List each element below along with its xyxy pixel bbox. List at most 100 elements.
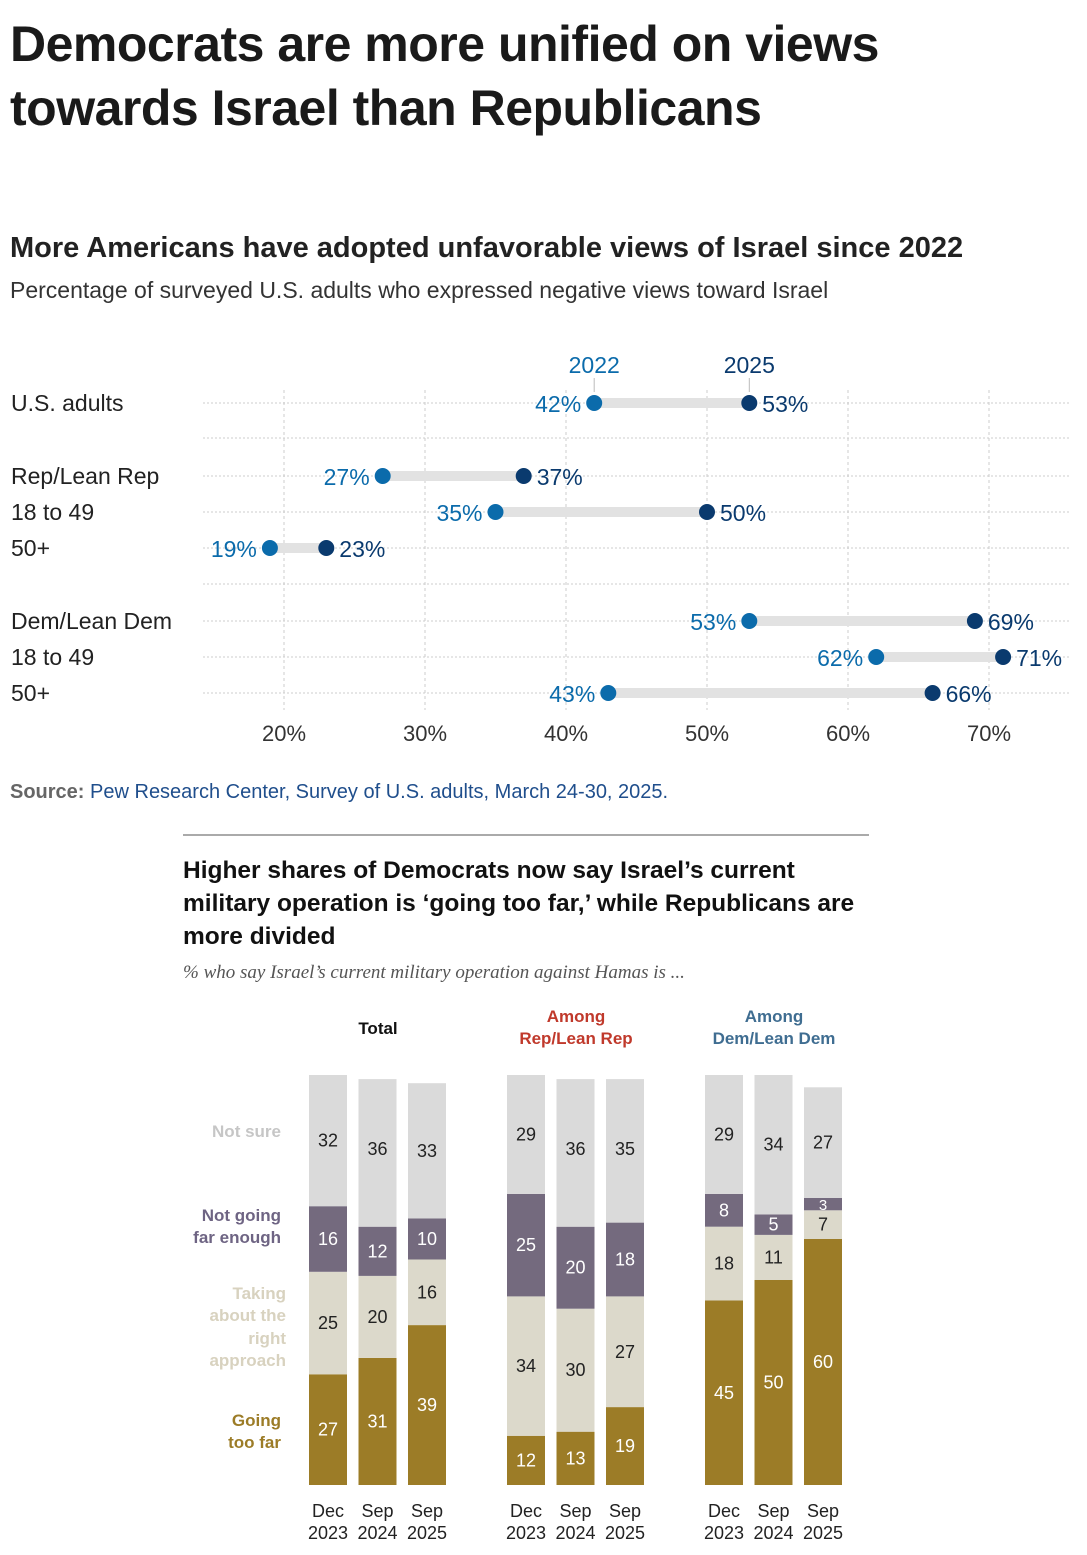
value-2022: 53% [690, 609, 736, 635]
bar-segment [754, 1280, 793, 1485]
dot-range-chart: 20% 30% 40% 50% 60% 70% 2022 2025 U.S. adults 42%… [11, 352, 1070, 746]
segment-label: 27 [615, 1342, 635, 1362]
dot-2022 [741, 613, 758, 629]
category-label: right [248, 1329, 286, 1348]
bar-segment [358, 1357, 397, 1485]
group-title: Total [358, 1019, 397, 1038]
bar-segment [705, 1300, 743, 1485]
category-label: Taking [232, 1284, 286, 1303]
segment-label: 7 [818, 1215, 828, 1235]
row-label: 18 to 49 [11, 499, 94, 525]
segment-label: 34 [516, 1356, 536, 1376]
dot-2025 [966, 613, 983, 629]
group-title: Among [745, 1007, 804, 1026]
value-2022: 19% [211, 536, 257, 562]
dot-2025 [924, 685, 941, 701]
segment-label: 29 [714, 1124, 734, 1144]
x-tick-label: 40% [544, 721, 588, 746]
value-2022: 27% [324, 464, 370, 490]
segment-label: 16 [318, 1229, 338, 1249]
category-label: Going [232, 1411, 281, 1430]
bar-segment [606, 1296, 644, 1408]
bar-segment [754, 1234, 793, 1280]
page-title: Democrats are more unified on views towa… [10, 16, 879, 136]
group-title: Among [547, 1007, 606, 1026]
segment-label: 8 [719, 1200, 729, 1220]
bar-segment [606, 1079, 644, 1223]
bar-date-label: Sep [361, 1501, 393, 1521]
dot-2022 [261, 540, 278, 556]
bar-segment [358, 1275, 397, 1358]
legend-2025: 2025 [724, 352, 775, 378]
dot-2022 [868, 649, 885, 665]
bar-segment [309, 1271, 347, 1375]
row-label: Rep/Lean Rep [11, 463, 159, 489]
bar-segment [606, 1407, 644, 1485]
category-label: about the [210, 1306, 287, 1325]
bar-date-label: 2025 [605, 1523, 645, 1543]
dot-2025 [515, 468, 532, 484]
bar-segment [507, 1296, 545, 1436]
dot-2022 [374, 468, 391, 484]
bar-segment [804, 1210, 842, 1239]
group-title: Dem/Lean Dem [713, 1029, 836, 1048]
bar-segment [754, 1214, 793, 1235]
segment-label: 19 [615, 1436, 635, 1456]
bar-segment [408, 1259, 446, 1326]
x-tick-label: 20% [262, 721, 306, 746]
source-note: Source: Pew Research Center, Survey of U… [10, 781, 668, 804]
bar-date-label: 2024 [357, 1523, 397, 1543]
stacked-bar-chart: Going too far Taking about the right approach… [193, 1007, 843, 1543]
row-label: 18 to 49 [11, 644, 94, 670]
dot-2022 [600, 685, 617, 701]
segment-label: 20 [367, 1307, 387, 1327]
segment-label: 18 [714, 1254, 734, 1274]
segment-label: 34 [763, 1135, 783, 1155]
divider [183, 834, 869, 836]
chart1-subtitle: Percentage of surveyed U.S. adults who e… [10, 277, 829, 303]
bar-date-label: 2025 [803, 1523, 843, 1543]
value-2022: 62% [817, 645, 863, 671]
dot-2025 [699, 504, 715, 520]
x-tick-label: 50% [685, 721, 729, 746]
bar-segment [358, 1226, 397, 1276]
bar-date-label: Sep [807, 1501, 839, 1521]
bar-segment [705, 1226, 743, 1301]
segment-label: 25 [318, 1313, 338, 1333]
segment-label: 27 [318, 1420, 338, 1440]
chart1-title: More Americans have adopted unfavorable … [10, 232, 964, 264]
segment-label: 39 [417, 1395, 437, 1415]
segment-label: 36 [367, 1139, 387, 1159]
bar-segment [408, 1218, 446, 1260]
row-label: Dem/Lean Dem [11, 608, 172, 634]
row-label: 50+ [11, 535, 50, 561]
bar-segment [309, 1206, 347, 1272]
segment-label: 16 [417, 1282, 437, 1302]
value-2022: 35% [436, 500, 482, 526]
segment-label: 18 [615, 1250, 635, 1270]
bar-segment [804, 1087, 842, 1198]
bar-date-label: Dec [510, 1501, 542, 1521]
source-text: Pew Research Center, Survey of U.S. adul… [90, 781, 669, 803]
segment-label: 32 [318, 1131, 338, 1151]
bar-segment [804, 1198, 842, 1211]
x-tick-label: 70% [967, 721, 1011, 746]
bar-date-label: 2024 [555, 1523, 595, 1543]
value-2025: 37% [537, 464, 583, 490]
bar-segment [705, 1193, 743, 1227]
bar-segment [408, 1325, 446, 1485]
bar-segment [556, 1308, 595, 1432]
bar-segment [507, 1193, 545, 1297]
value-2025: 66% [946, 681, 992, 707]
segment-label: 50 [763, 1373, 783, 1393]
value-2025: 71% [1016, 645, 1062, 671]
bar-segment [556, 1431, 595, 1485]
dot-2025 [995, 649, 1012, 665]
bar-segment [358, 1079, 397, 1227]
category-label: Not going [202, 1206, 281, 1225]
category-label: Not sure [212, 1122, 281, 1141]
segment-label: 5 [768, 1215, 778, 1235]
bar-date-label: 2024 [753, 1523, 793, 1543]
value-2025: 69% [988, 609, 1034, 635]
segment-label: 29 [516, 1124, 536, 1144]
